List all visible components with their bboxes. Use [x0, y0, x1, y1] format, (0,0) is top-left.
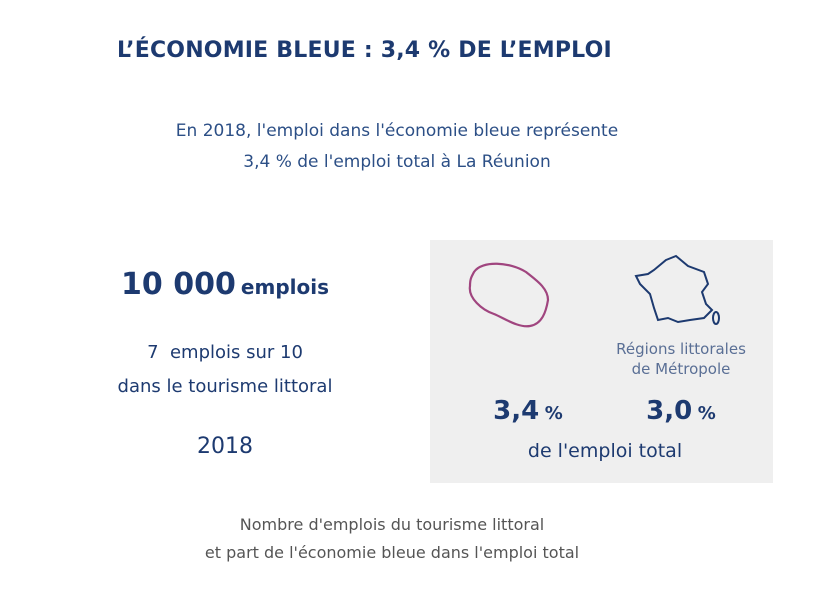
metropole-label: Régions littorales: [616, 340, 746, 358]
caption: de l'emploi total: [527, 440, 683, 462]
jobs-unit: emplois: [240, 275, 329, 299]
year: 2018: [197, 434, 253, 459]
unit: %: [697, 403, 716, 424]
subtitle-line: 3,4 % de l'emploi total à La Réunion: [243, 152, 551, 172]
headline-figure: 10 000 emplois: [121, 267, 329, 302]
jobs-number: 10 000: [121, 267, 236, 302]
metropole-label: de Métropole: [631, 360, 731, 378]
reunion-share: 3,4 %: [493, 396, 563, 426]
comparison-panel: [430, 240, 773, 483]
value: 3,4: [493, 396, 540, 426]
subtitle-line: En 2018, l'emploi dans l'économie bleue …: [175, 121, 619, 141]
footer-line: Nombre d'emplois du tourisme littoral: [239, 515, 545, 534]
value: 3,0: [646, 396, 693, 426]
reunion-icon: [468, 262, 550, 328]
share-line: 7 emplois sur 10: [147, 342, 303, 363]
france-icon: [634, 254, 720, 325]
metropole-share: 3,0 %: [646, 396, 716, 426]
unit: %: [544, 403, 563, 424]
title: L’ÉCONOMIE BLEUE : 3,4 % DE L’EMPLOI: [117, 38, 612, 63]
footer-line: et part de l'économie bleue dans l'emplo…: [204, 543, 580, 562]
share-line: dans le tourisme littoral: [117, 376, 333, 397]
